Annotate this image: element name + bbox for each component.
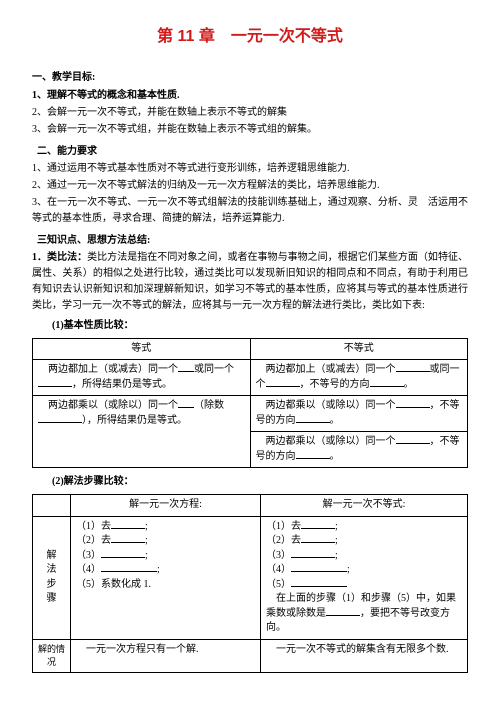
blank bbox=[291, 549, 335, 558]
sec3-lead-label: 1．类比法： bbox=[32, 252, 87, 263]
blank bbox=[296, 414, 330, 423]
t1-r2c1a: 两边都乘以（或除以）同一个 bbox=[38, 400, 178, 411]
t1-r1c2a: 两边都加上（或减去）同一个 bbox=[256, 364, 396, 375]
blank bbox=[326, 607, 360, 616]
t1-r2c1b: （除数 bbox=[194, 400, 224, 411]
blank bbox=[101, 549, 145, 558]
sec2-p3: 3、在一元一次不等式、一元一次不等式组解法的技能训练基础上，通过观察、分析、灵 … bbox=[32, 195, 468, 227]
t2-l2: （2）去 bbox=[76, 535, 111, 546]
t2-r4: （4） bbox=[266, 564, 291, 575]
t1-r1c2d: 。 bbox=[404, 379, 414, 390]
t1-r2c2: 两边都乘以（或除以）同一个，不等号的方向。 bbox=[250, 396, 468, 432]
blank bbox=[38, 414, 82, 423]
t2-r3: （3） bbox=[266, 550, 291, 561]
t1-r1c2: 两边都加上（或减去）同一个或同一个，不等号的方向。 bbox=[250, 360, 468, 396]
blank bbox=[101, 563, 157, 572]
t1-r1c1: 两边都加上（或减去）同一个 或同一个 ，所得结果仍是等式。 bbox=[33, 360, 251, 396]
t2-left-steps: （1）去; （2）去; （3）; （4）; （5）系数化成 1. bbox=[71, 516, 261, 639]
sec3-lead: 1．类比法：类比方法是指在不同对象之间，或者在事物与事物之间，根据它们某些方面（… bbox=[32, 250, 468, 314]
sec1-p2: 2、会解一元一次不等式，并能在数轴上表示不等式的解集 bbox=[32, 105, 468, 121]
blank bbox=[291, 578, 347, 587]
t2-h2: 解一元一次不等式: bbox=[261, 495, 468, 517]
page-title: 第 11 章 一元一次不等式 bbox=[32, 24, 468, 50]
t1-r1c2c: ，不等号的方向 bbox=[300, 379, 370, 390]
blank bbox=[396, 363, 430, 372]
t2-l3: （3） bbox=[76, 550, 101, 561]
t1-r2c1c: ），所得结果仍是等式。 bbox=[82, 415, 187, 426]
blank bbox=[370, 378, 404, 387]
blank bbox=[396, 435, 430, 444]
t1-r3c2: 两边都乘以（或除以）同一个，不等号的方向。 bbox=[250, 432, 468, 468]
t1-r2c1: 两边都乘以（或除以）同一个 （除数 ），所得结果仍是等式。 bbox=[33, 396, 251, 468]
blank bbox=[266, 378, 300, 387]
blank bbox=[111, 520, 145, 529]
t2-r1: （1）去 bbox=[266, 521, 301, 532]
table-basic-properties: 等式 不等式 两边都加上（或减去）同一个 或同一个 ，所得结果仍是等式。 两边都加上… bbox=[32, 338, 468, 469]
t2-h1: 解一元一次方程: bbox=[71, 495, 261, 517]
t2-s1: 一元一次方程只有一个解. bbox=[71, 639, 261, 672]
table-steps: 解一元一次方程: 解一元一次不等式: 解法步骤 （1）去; （2）去; （3）;… bbox=[32, 494, 468, 673]
blank bbox=[178, 363, 194, 372]
t2-right-steps: （1）去; （2）去; （3）; （4）; （5） 在上面的步骤（1）和步骤（5… bbox=[261, 516, 468, 639]
t2-l1: （1）去 bbox=[76, 521, 111, 532]
t2-s2: 一元一次不等式的解集含有无限多个数. bbox=[261, 639, 468, 672]
blank bbox=[396, 399, 430, 408]
t2-l5: （5）系数化成 1. bbox=[76, 578, 255, 593]
t1-h1: 等式 bbox=[33, 338, 251, 360]
sec2-p1: 1、通过运用不等式基本性质对不等式进行变形训练，培养逻辑思维能力. bbox=[32, 161, 468, 177]
t2-r2: （2）去 bbox=[266, 535, 301, 546]
t1-r1c1a: 两边都加上（或减去）同一个 bbox=[38, 364, 178, 375]
blank bbox=[301, 534, 335, 543]
table1-caption: (1)基本性质比较： bbox=[32, 318, 468, 334]
t1-r3c2a: 两边都乘以（或除以）同一个 bbox=[256, 436, 396, 447]
section-1-heading: 一、教学目标: bbox=[32, 70, 468, 86]
t2-h0 bbox=[33, 495, 71, 517]
section-3-heading: 三知识点、思想方法总结: bbox=[32, 233, 468, 249]
sec1-p3: 3、会解一元一次不等式组，并能在数轴上表示不等式组的解集。 bbox=[32, 122, 468, 138]
t1-h2: 不等式 bbox=[250, 338, 468, 360]
sec2-p2: 2、通过一元一次不等式解法的归纳及一元一次方程解法的类比，培养思维能力. bbox=[32, 178, 468, 194]
table2-caption: (2)解法步骤比较： bbox=[32, 474, 468, 490]
blank bbox=[111, 534, 145, 543]
t1-r1c1c: ，所得结果仍是等式。 bbox=[72, 379, 172, 390]
blank bbox=[38, 378, 72, 387]
section-2-heading: 二、能力要求 bbox=[32, 144, 468, 160]
t2-rowlabel-solution: 解的情况 bbox=[33, 639, 71, 672]
blank bbox=[178, 399, 194, 408]
blank bbox=[301, 520, 335, 529]
blank bbox=[291, 563, 347, 572]
t1-r3c2c: 。 bbox=[330, 451, 340, 462]
sec3-lead-text: 类比方法是指在不同对象之间，或者在事物与事物之间，根据它们某些方面（如特征、属性… bbox=[32, 252, 468, 311]
sec1-p1: 1、理解不等式的概念和基本性质. bbox=[32, 88, 468, 104]
t1-r2c2a: 两边都乘以（或除以）同一个 bbox=[256, 400, 396, 411]
t1-r2c2c: 。 bbox=[330, 415, 340, 426]
t2-r5: （5） bbox=[266, 579, 291, 590]
t2-rowlabel-steps: 解法步骤 bbox=[33, 516, 71, 639]
t1-r1c1b: 或同一个 bbox=[194, 364, 234, 375]
blank bbox=[296, 450, 330, 459]
t2-l4: （4） bbox=[76, 564, 101, 575]
